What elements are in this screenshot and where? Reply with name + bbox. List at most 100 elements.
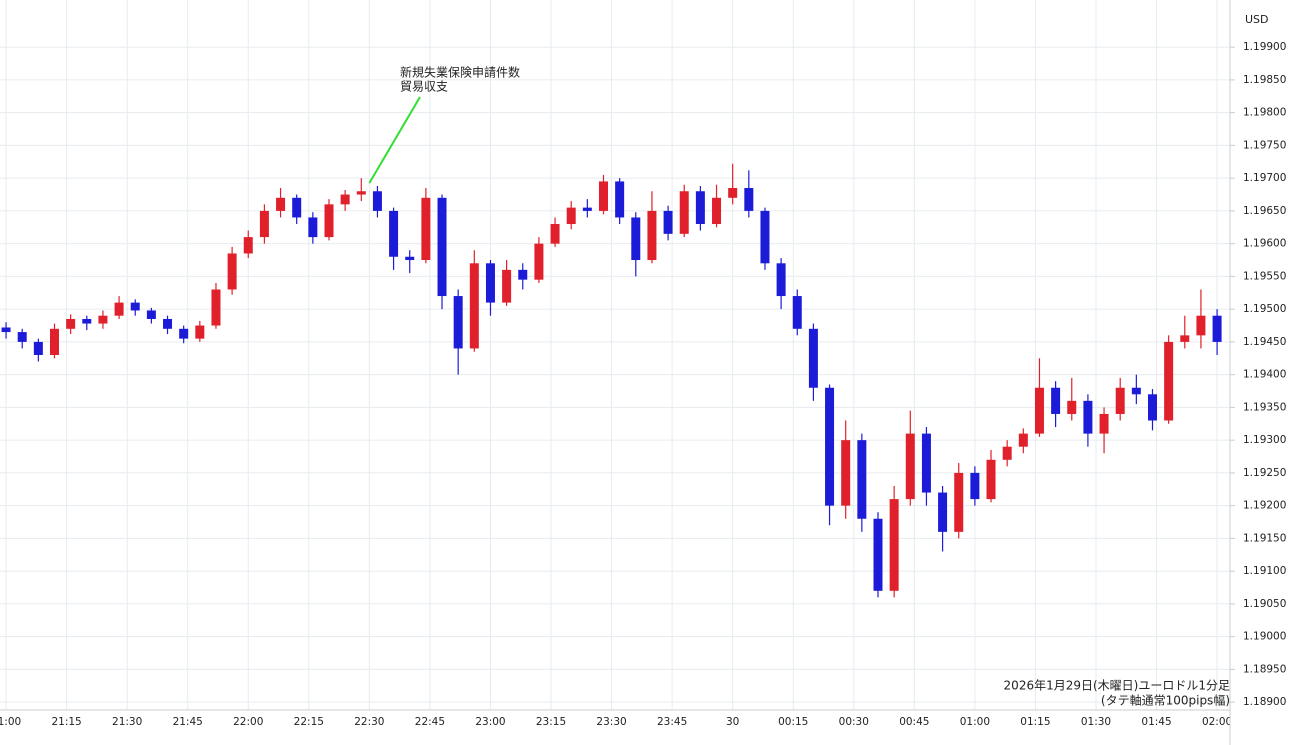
candle-body <box>712 197 722 225</box>
candle-body <box>372 191 382 211</box>
x-tick-label: 00:45 <box>899 716 929 728</box>
x-tick-label: 01:30 <box>1081 716 1111 728</box>
candle-body <box>453 296 463 349</box>
annotation-text: 新規失業保険申請件数 <box>400 65 520 80</box>
candle-body <box>66 318 76 329</box>
candles <box>1 163 1222 598</box>
y-tick-label: 1.19100 <box>1243 565 1286 577</box>
x-tick-label: 00:15 <box>778 716 808 728</box>
candle-body <box>1180 335 1190 342</box>
candle-body <box>130 302 140 311</box>
candle-body <box>938 492 948 532</box>
x-tick-label: 23:30 <box>596 716 626 728</box>
candle-body <box>792 296 802 329</box>
y-tick-label: 1.19650 <box>1243 205 1286 217</box>
x-tick-label: 02:00 <box>1202 716 1232 728</box>
candle-body <box>566 207 576 225</box>
x-tick-label: 22:30 <box>354 716 384 728</box>
y-tick-label: 1.19400 <box>1243 369 1286 381</box>
candle-body <box>1002 446 1012 460</box>
candle-body <box>1083 400 1093 434</box>
candle-body <box>324 204 334 238</box>
candle-body <box>292 197 302 218</box>
candle-body <box>1115 387 1125 414</box>
candle-body <box>195 325 205 339</box>
candle-body <box>582 207 592 211</box>
candle-body <box>550 224 560 244</box>
candle-body <box>98 315 108 324</box>
candle-body <box>776 263 786 297</box>
x-tick-label: 22:15 <box>294 716 324 728</box>
candle-body <box>211 289 221 326</box>
x-tick-label: 22:00 <box>233 716 263 728</box>
candle-body <box>163 318 173 329</box>
x-tick-label: 21:15 <box>51 716 81 728</box>
candle-body <box>1051 387 1061 414</box>
candle-body <box>1018 433 1028 447</box>
y-tick-label: 1.19050 <box>1243 598 1286 610</box>
candle-body <box>1067 400 1077 414</box>
candle-body <box>405 256 415 261</box>
y-tick-label: 1.19250 <box>1243 467 1286 479</box>
candle-body <box>534 243 544 280</box>
y-tick-label: 1.19600 <box>1243 238 1286 250</box>
x-tick-label: 01:00 <box>960 716 990 728</box>
candle-body <box>631 217 641 261</box>
candle-body <box>970 472 980 500</box>
candle-body <box>647 210 657 261</box>
candle-body <box>857 440 867 519</box>
y-tick-label: 1.18900 <box>1243 696 1286 708</box>
candle-body <box>227 253 237 290</box>
candle-body <box>921 433 931 493</box>
y-tick-label: 1.19200 <box>1243 500 1286 512</box>
candle-body <box>1212 315 1222 342</box>
candle-body <box>1 327 11 333</box>
candle-body <box>179 328 189 339</box>
candle-body <box>841 440 851 506</box>
candle-body <box>308 217 318 238</box>
candle-body <box>1196 315 1206 336</box>
candle-body <box>437 197 447 297</box>
candle-body <box>146 310 156 319</box>
y-tick-label: 1.19850 <box>1243 74 1286 86</box>
x-tick-label: 00:30 <box>839 716 869 728</box>
candle-body <box>760 210 770 264</box>
y-tick-label: 1.19150 <box>1243 532 1286 544</box>
candle-body <box>356 191 366 195</box>
y-tick-label: 1.19550 <box>1243 270 1286 282</box>
y-tick-label: 1.19750 <box>1243 139 1286 151</box>
y-tick-label: 1.18950 <box>1243 663 1286 675</box>
candle-body <box>825 387 835 506</box>
footnote: (タテ軸通常100pips幅) <box>1101 693 1230 708</box>
price-axis: 1.18900 1.18950 1.19000 1.19050 1.19100 1.191… <box>1230 41 1286 708</box>
candle-body <box>905 433 915 500</box>
y-tick-label: 1.19000 <box>1243 631 1286 643</box>
candle-body <box>1099 413 1109 434</box>
candle-body <box>598 181 608 211</box>
candle-body <box>502 269 512 303</box>
candle-body <box>728 187 738 198</box>
x-tick-label: 30 <box>726 716 739 728</box>
candle-body <box>469 263 479 349</box>
grid <box>0 0 1230 710</box>
candle-body <box>679 191 689 234</box>
candle-body <box>1164 341 1174 421</box>
x-tick-label: 22:45 <box>415 716 445 728</box>
candle-body <box>808 328 818 388</box>
candle-body <box>663 210 673 234</box>
candle-body <box>389 210 399 257</box>
time-axis: 21:00 21:15 21:30 21:45 22:00 22:15 22:30 22:45… <box>0 716 1232 728</box>
candle-body <box>1131 387 1141 395</box>
candle-body <box>695 191 705 225</box>
candle-body <box>485 263 495 303</box>
x-tick-label: 23:00 <box>475 716 505 728</box>
y-tick-label: 1.19800 <box>1243 107 1286 119</box>
x-tick-label: 21:45 <box>173 716 203 728</box>
x-tick-label: 23:45 <box>657 716 687 728</box>
candle-body <box>873 518 883 591</box>
y-tick-label: 1.19300 <box>1243 434 1286 446</box>
x-tick-label: 01:45 <box>1141 716 1171 728</box>
x-tick-label: 23:15 <box>536 716 566 728</box>
footnote: 2026年1月29日(木曜日)ユーロドル1分足 <box>1004 679 1230 693</box>
